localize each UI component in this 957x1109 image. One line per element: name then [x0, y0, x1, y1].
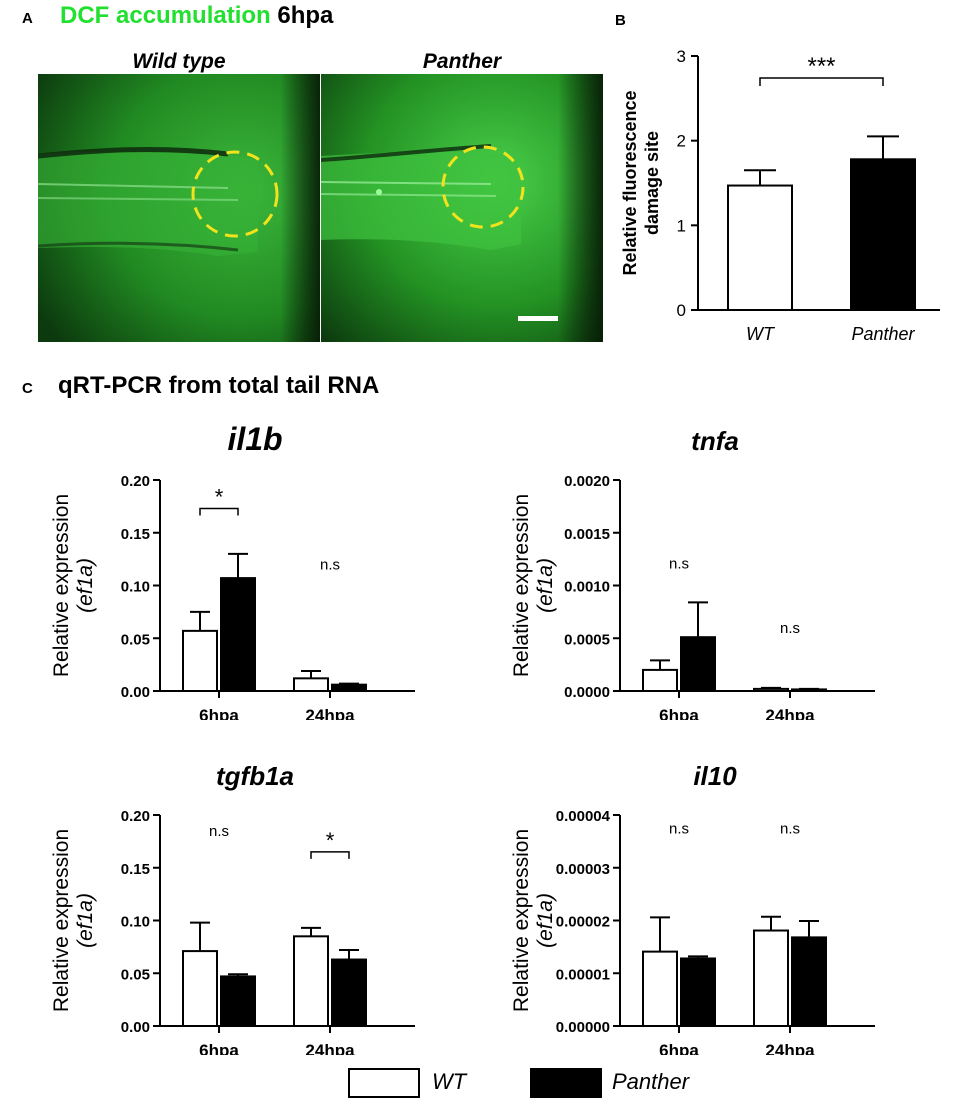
- y-tick-label: 0: [677, 301, 686, 320]
- bar: [331, 958, 367, 1027]
- y-tick-label: 1: [677, 216, 686, 235]
- y-axis-label-line: Relative fluorescence: [620, 90, 640, 275]
- y-tick-label: 0.15: [121, 861, 150, 878]
- y-tick-label: 0.00000: [556, 1019, 610, 1036]
- y-tick-label: 2: [677, 132, 686, 151]
- legend-panther-label: Panther: [612, 1069, 690, 1094]
- legend-wt-swatch: [348, 1068, 420, 1098]
- significance-label: n.s: [669, 820, 689, 837]
- y-tick-label: 0.15: [121, 526, 150, 543]
- panel-c-letter: C: [22, 380, 33, 397]
- il1b-chart: il1b 0.00 0.05 0.10 0.15 0.20 6hpa 24hpa * n.s Rel…: [50, 421, 415, 720]
- y-tick-label: 0.00002: [556, 914, 610, 931]
- panther-label: Panther: [422, 50, 502, 73]
- y-tick-label: 0.20: [121, 473, 150, 490]
- significance-label: n.s: [320, 557, 340, 574]
- y-axis-label-line: damage site: [642, 131, 662, 235]
- y-tick-label: 3: [677, 47, 686, 66]
- panther-micrograph: [321, 74, 603, 342]
- y-tick-label: 0.0015: [564, 526, 610, 543]
- bar: [680, 636, 716, 693]
- y-tick-label: 0.05: [121, 966, 150, 983]
- y-axis-label: Relative fluorescence damage site: [620, 90, 662, 275]
- panel-a-title: DCF accumulation 6hpa: [60, 2, 333, 30]
- y-axis-label-secondary: (ef1a): [534, 558, 557, 613]
- wild-type-micrograph: [38, 74, 320, 342]
- x-tick-label: 6hpa: [659, 1041, 699, 1055]
- bar: [850, 158, 916, 311]
- y-axis-label: Relative expression: [510, 494, 533, 677]
- bar: [182, 950, 218, 1027]
- x-tick-label: 24hpa: [765, 1041, 815, 1055]
- bar: [753, 687, 789, 693]
- panel-a-title-dcf: DCF accumulation: [60, 2, 271, 29]
- x-tick-label: 6hpa: [199, 1041, 239, 1055]
- significance-label: *: [326, 828, 335, 853]
- bar: [220, 577, 256, 693]
- y-tick-label: 0.0000: [564, 684, 610, 701]
- y-tick-label: 0.10: [121, 579, 150, 596]
- y-tick-label: 0.00: [121, 684, 150, 701]
- x-tick-label: Panther: [851, 324, 915, 344]
- x-tick-label: 24hpa: [765, 706, 815, 720]
- bar: [182, 629, 218, 693]
- x-tick-label: 6hpa: [199, 706, 239, 720]
- significance-label: n.s: [780, 620, 800, 637]
- bar: [331, 683, 367, 693]
- panel-a-title-time: 6hpa: [277, 2, 334, 29]
- significance-bracket: [759, 77, 884, 86]
- bar: [220, 975, 256, 1027]
- chart-title: tgfb1a: [216, 761, 294, 791]
- bar: [680, 957, 716, 1027]
- legend-wt-label: WT: [432, 1069, 467, 1094]
- significance-label: n.s: [780, 820, 800, 837]
- x-tick-label: 24hpa: [305, 706, 355, 720]
- tnfa-chart: tnfa 0.0000 0.0005 0.0010 0.0015 0.0020 6hpa 24…: [510, 426, 875, 720]
- y-tick-label: 0.0005: [564, 631, 610, 648]
- y-tick-label: 0.00003: [556, 861, 610, 878]
- x-tick-label: WT: [746, 324, 776, 344]
- y-tick-label: 0.0020: [564, 473, 610, 490]
- fluorescence-chart: 0 1 2 3 WT Panther *** Relative fluorescence dam…: [620, 47, 940, 344]
- y-tick-label: 0.00004: [556, 808, 611, 825]
- y-tick-label: 0.05: [121, 631, 150, 648]
- significance-label: n.s: [209, 823, 229, 840]
- bar: [293, 935, 329, 1027]
- panel-c-title: qRT-PCR from total tail RNA: [58, 372, 380, 399]
- x-tick-label: 24hpa: [305, 1041, 355, 1055]
- significance-label: ***: [807, 53, 835, 80]
- y-axis-label-secondary: (ef1a): [74, 558, 97, 613]
- y-tick-label: 0.00001: [556, 966, 610, 983]
- chart-title: tnfa: [691, 426, 739, 456]
- y-axis-label-secondary: (ef1a): [74, 893, 97, 948]
- bar: [791, 936, 827, 1028]
- y-axis-label: Relative expression: [50, 829, 73, 1012]
- bar: [642, 950, 678, 1027]
- bar: [293, 677, 329, 692]
- bar: [753, 929, 789, 1028]
- il10-chart: il10 0.00000 0.00001 0.00002 0.00003 0.00004 6…: [510, 761, 875, 1055]
- y-axis-label-secondary: (ef1a): [534, 893, 557, 948]
- chart-title: il1b: [227, 421, 282, 457]
- chart-title: il10: [693, 761, 737, 791]
- significance-label: *: [215, 484, 224, 509]
- y-axis-label: Relative expression: [50, 494, 73, 677]
- y-tick-label: 0.20: [121, 808, 150, 825]
- significance-bracket: [310, 851, 350, 859]
- panel-b-letter: B: [615, 12, 626, 29]
- x-tick-label: 6hpa: [659, 706, 699, 720]
- y-tick-label: 0.10: [121, 914, 150, 931]
- bar: [727, 184, 793, 311]
- significance-label: n.s: [669, 556, 689, 573]
- legend-panther-swatch: [530, 1068, 602, 1098]
- y-tick-label: 0.00: [121, 1019, 150, 1036]
- wild-type-label: Wild type: [132, 50, 226, 73]
- y-tick-label: 0.0010: [564, 579, 610, 596]
- significance-bracket: [199, 507, 239, 516]
- panel-a-letter: A: [22, 10, 33, 27]
- y-axis-label: Relative expression: [510, 829, 533, 1012]
- bar: [642, 668, 678, 692]
- tgfb1a-chart: tgfb1a 0.00 0.05 0.10 0.15 0.20 6hpa 24hpa n.s * R…: [50, 761, 415, 1055]
